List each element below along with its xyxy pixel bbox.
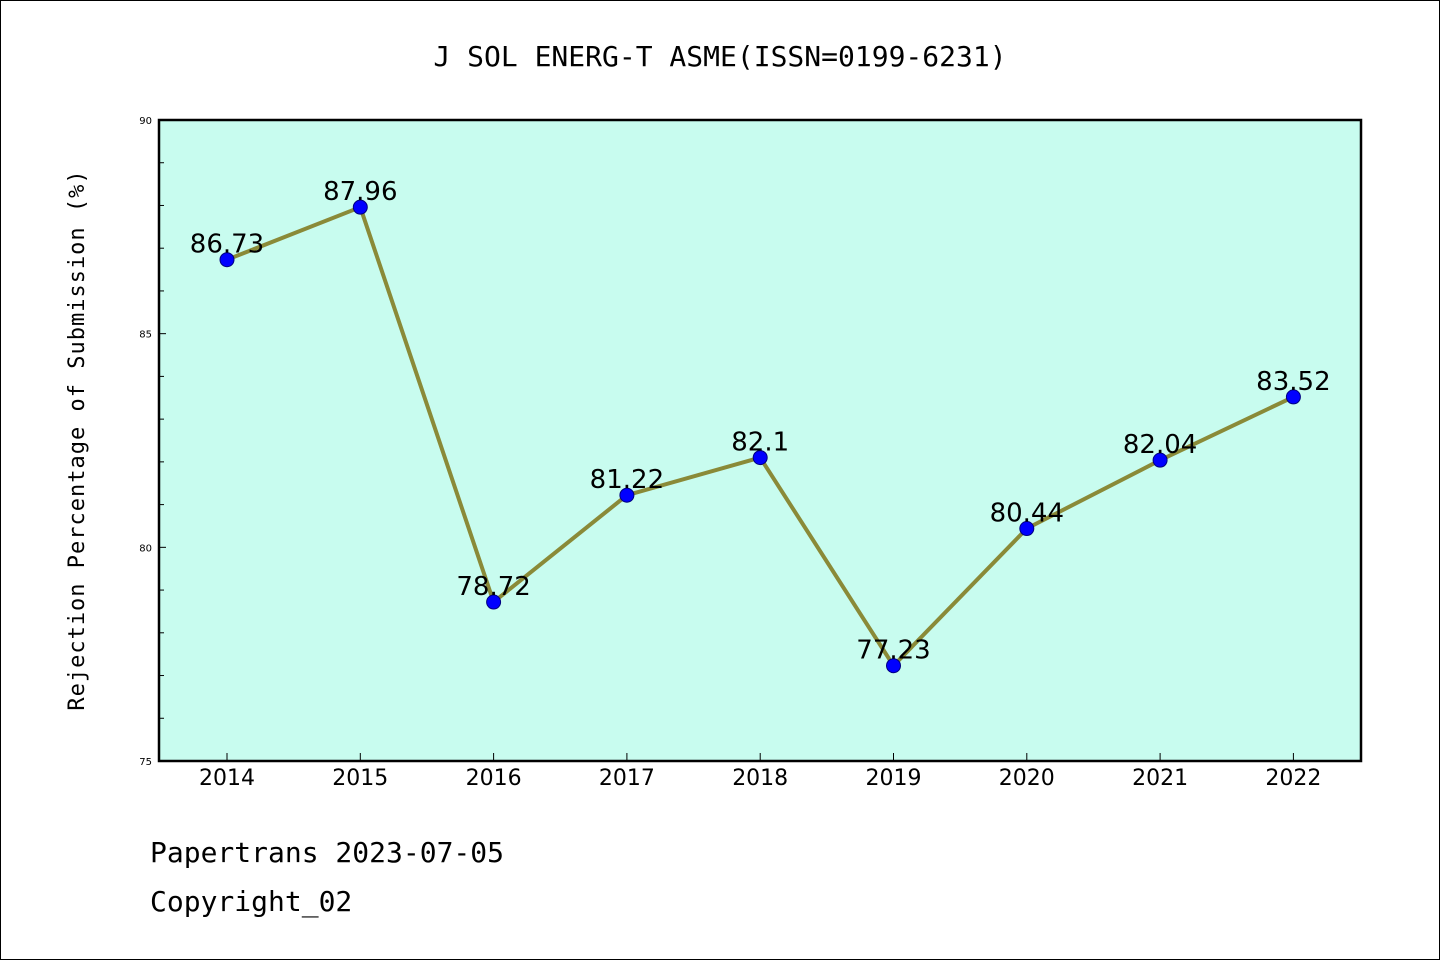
data-label: 78.72	[456, 572, 530, 602]
data-point	[486, 594, 502, 610]
data-labels: 86.73 87.96 78.72 81.22 82.1 77.23 80.44 82.04 8…	[190, 177, 1331, 666]
x-tick-label: 2019	[866, 766, 922, 791]
x-tick-label: 2018	[732, 766, 788, 791]
x-tick-label: 2017	[599, 766, 655, 791]
data-point	[1285, 389, 1301, 405]
data-point	[219, 252, 235, 268]
data-label: 81.22	[590, 465, 664, 495]
x-axis-ticks: 2014 2015 2016 2017 2018 2019 2020 2021 2022	[199, 753, 1321, 791]
y-axis-label: Rejection Percentage of Submission (%)	[65, 169, 90, 710]
x-tick-label: 2014	[199, 766, 255, 791]
x-tick-label: 2015	[332, 766, 388, 791]
data-label: 82.04	[1123, 430, 1197, 460]
data-label: 80.44	[990, 499, 1064, 529]
y-tick-label: 75	[139, 757, 152, 768]
data-point	[352, 199, 368, 215]
data-label: 83.52	[1256, 367, 1330, 397]
data-label: 87.96	[323, 177, 397, 207]
x-tick-label: 2022	[1265, 766, 1321, 791]
x-tick-label: 2021	[1132, 766, 1188, 791]
data-point	[886, 658, 901, 674]
plot-area	[159, 120, 1361, 761]
data-point	[752, 450, 768, 466]
x-tick-label: 2016	[466, 766, 522, 791]
data-point	[1019, 521, 1035, 537]
data-points	[219, 199, 1301, 674]
data-label: 82.1	[731, 428, 789, 458]
data-point	[1152, 452, 1168, 468]
footer-date: Papertrans 2023-07-05	[150, 836, 505, 869]
footer-copyright: Copyright_02	[150, 885, 353, 918]
data-label: 86.73	[190, 230, 264, 260]
y-tick-label: 90	[139, 116, 152, 127]
x-tick-label: 2020	[999, 766, 1055, 791]
plot-border	[157, 118, 1363, 763]
data-label: 77.23	[856, 636, 930, 666]
y-tick-label: 80	[139, 543, 152, 554]
data-point	[619, 487, 635, 503]
y-tick-label: 85	[139, 330, 152, 341]
chart-title: J SOL ENERG-T ASME(ISSN=0199-6231)	[433, 40, 1006, 73]
